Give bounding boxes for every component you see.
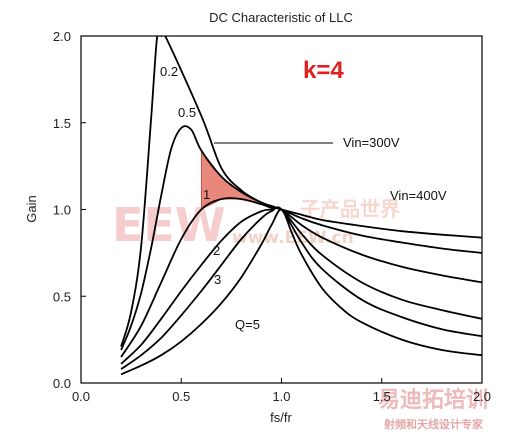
x-tick-label: 1.5 (373, 389, 391, 404)
chart-title: DC Characteristic of LLC (209, 10, 353, 25)
x-tick-label: 0.5 (172, 389, 190, 404)
y-tick-label: 1.0 (53, 203, 71, 218)
curve-Q-5 (120, 208, 482, 376)
curve-2 (120, 206, 482, 365)
vin300-label: Vin=300V (343, 135, 400, 150)
x-tick-label: 0.0 (72, 389, 90, 404)
bottom-watermark-title: 易迪拓培训 (378, 387, 488, 413)
curves (120, 36, 482, 376)
y-tick-label: 0.0 (53, 376, 71, 391)
curve-labels: 0.2 0.5 1 2 3 Q=5 (160, 64, 260, 332)
x-tick-label: 2.0 (473, 389, 491, 404)
vin400-label: Vin=400V (390, 188, 447, 203)
x-axis-label: fs/fr (270, 410, 292, 425)
curve-label-1: 1 (203, 187, 210, 202)
watermark-cn-text: 子产品世界 (300, 197, 400, 221)
bottom-watermark: 易迪拓培训 射频和天线设计专家 (378, 387, 488, 431)
curve-label-Q-5: Q=5 (235, 317, 260, 332)
operating-region (201, 149, 282, 210)
y-axis-ticks: 0.0 0.5 1.0 1.5 2.0 (53, 29, 86, 391)
y-tick-label: 0.5 (53, 289, 71, 304)
bottom-watermark-sub: 射频和天线设计专家 (383, 417, 484, 431)
curve-label-2: 2 (213, 243, 220, 258)
y-tick-label: 1.5 (53, 116, 71, 131)
k-label: k=4 (303, 57, 344, 84)
curve-0-2 (120, 36, 482, 347)
curve-3 (120, 206, 482, 370)
x-axis-ticks: 0.0 0.5 1.0 1.5 2.0 (72, 378, 491, 404)
curve-0-5 (120, 125, 482, 351)
curve-1 (120, 197, 482, 358)
curve-label-0-2: 0.2 (160, 64, 178, 79)
watermark-url: www.EEW.cn (232, 228, 354, 248)
x-tick-label: 1.0 (272, 389, 290, 404)
watermark-brand: EEW (112, 198, 226, 252)
y-tick-label: 2.0 (53, 29, 71, 44)
curve-label-0-5: 0.5 (178, 105, 196, 120)
y-axis-label: Gain (24, 195, 39, 222)
curve-label-3: 3 (214, 272, 221, 287)
